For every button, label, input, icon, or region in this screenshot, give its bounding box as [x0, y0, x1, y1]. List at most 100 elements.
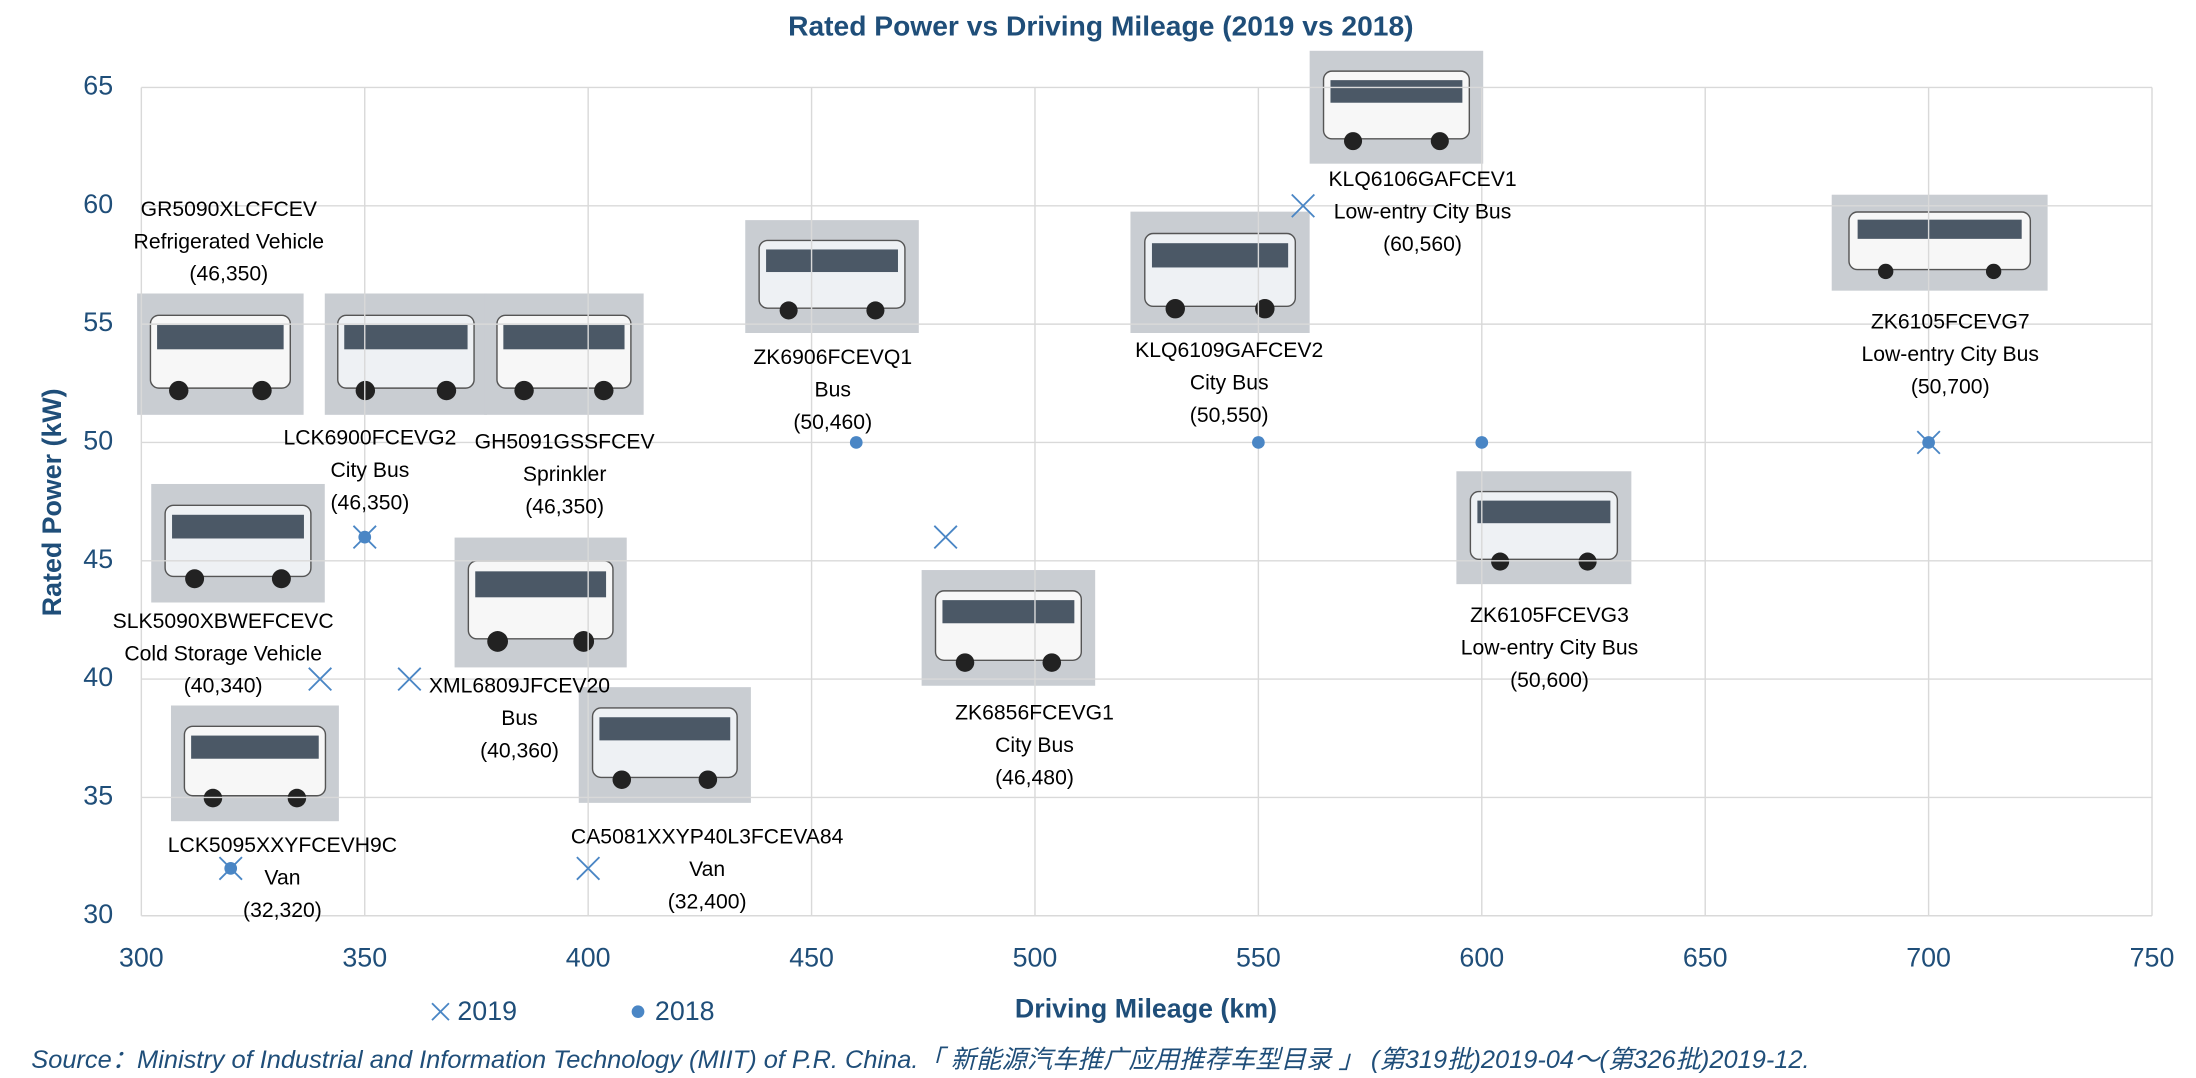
- x-tick-label: 650: [1683, 943, 1728, 973]
- annotation: Van: [689, 858, 725, 881]
- annotation: (46,350): [189, 263, 268, 286]
- annotation: ZK6856FCEVG1: [955, 702, 1114, 725]
- annotation: KLQ6109GAFCEV2: [1135, 339, 1323, 362]
- marker-x: [308, 667, 333, 692]
- wheel: [1042, 653, 1062, 672]
- vehicle-window: [599, 717, 731, 741]
- annotation: ZK6906FCEVQ1: [753, 346, 912, 369]
- vehicle-window: [1857, 219, 2022, 239]
- marker-x: [1291, 193, 1316, 218]
- annotation: Low-entry City Bus: [1861, 343, 2039, 366]
- marker-dot: [1475, 436, 1489, 449]
- vehicle-window: [157, 325, 284, 350]
- vehicle-window: [475, 571, 607, 598]
- marker-dot: [849, 436, 863, 449]
- annotation: (46,480): [995, 766, 1074, 789]
- wheel: [866, 301, 885, 320]
- vehicle-window: [1477, 500, 1611, 524]
- vehicle-window: [1330, 80, 1463, 103]
- annotation: ZK6105FCEVG3: [1470, 604, 1629, 627]
- vehicle-window: [344, 325, 468, 350]
- annotation: XML6809JFCEV20: [429, 675, 610, 698]
- x-tick-label: 600: [1459, 943, 1504, 973]
- marker-x: [397, 667, 422, 692]
- vehicle-window: [766, 249, 898, 273]
- marker-dot: [224, 862, 238, 875]
- vehicle-window: [942, 600, 1075, 624]
- y-tick-label: 40: [83, 662, 113, 692]
- annotation: (60,560): [1383, 233, 1462, 256]
- wheel: [1878, 263, 1894, 280]
- wheel: [514, 380, 534, 401]
- annotation: (46,350): [525, 496, 604, 519]
- wheel: [1165, 299, 1185, 319]
- y-tick-label: 65: [83, 71, 113, 101]
- wheel: [594, 380, 614, 401]
- vehicle-window: [191, 735, 319, 759]
- annotation: LCK5095XXYFCEVH9C: [168, 834, 397, 857]
- legend-label: 2018: [655, 996, 715, 1026]
- wheel: [573, 631, 595, 652]
- x-tick-label: 300: [119, 943, 164, 973]
- x-tick-label: 400: [566, 943, 611, 973]
- wheel: [1430, 132, 1449, 151]
- wheel: [612, 770, 632, 789]
- annotation: KLQ6106GAFCEV1: [1328, 168, 1516, 191]
- wheel: [169, 380, 189, 401]
- wheel: [252, 380, 272, 401]
- x-tick-label: 450: [789, 943, 834, 973]
- marker-dot: [1252, 436, 1265, 449]
- y-tick-label: 35: [83, 780, 113, 810]
- annotation: (50,460): [793, 411, 872, 434]
- annotation: SLK5090XBWEFCEVC: [113, 610, 334, 633]
- annotation: ZK6105FCEVG7: [1871, 311, 2030, 334]
- marker-x: [933, 525, 958, 550]
- x-axis-label: Driving Mileage (km): [1015, 993, 1277, 1023]
- y-tick-label: 60: [83, 189, 113, 219]
- y-tick-label: 30: [83, 899, 113, 929]
- wheel: [185, 569, 205, 589]
- vehicle-window: [503, 325, 625, 350]
- legend-marker: [431, 1002, 450, 1021]
- y-tick-label: 55: [83, 307, 113, 337]
- annotation: City Bus: [995, 734, 1074, 757]
- legend-marker: [631, 1005, 645, 1019]
- wheel: [955, 653, 975, 672]
- annotation: (50,600): [1510, 669, 1589, 692]
- y-tick-label: 50: [83, 426, 113, 456]
- annotation: Refrigerated Vehicle: [134, 230, 325, 253]
- annotation: (32,400): [668, 891, 747, 914]
- annotation: Bus: [501, 707, 537, 730]
- annotation: Van: [264, 867, 300, 890]
- x-tick-label: 700: [1906, 943, 1951, 973]
- legend-label: 2019: [457, 996, 517, 1026]
- annotation: (50,700): [1911, 376, 1990, 399]
- annotation: Low-entry City Bus: [1334, 201, 1512, 224]
- annotation: (46,350): [331, 491, 410, 514]
- wheel: [271, 569, 291, 589]
- annotation: CA5081XXYP40L3FCEVA84: [571, 826, 844, 849]
- x-tick-label: 500: [1013, 943, 1058, 973]
- annotation: City Bus: [1190, 371, 1269, 394]
- y-tick-label: 45: [83, 544, 113, 574]
- y-axis-label: Rated Power (kW): [37, 388, 67, 616]
- wheel: [436, 380, 457, 401]
- x-tick-label: 750: [2130, 943, 2175, 973]
- annotation: Low-entry City Bus: [1461, 637, 1639, 660]
- annotation: City Bus: [331, 459, 410, 482]
- wheel: [1578, 552, 1597, 571]
- annotation: (50,550): [1190, 404, 1269, 427]
- annotation: GR5090XLCFCEV: [141, 198, 318, 221]
- marker-x: [576, 856, 601, 881]
- chart-title: Rated Power vs Driving Mileage (2019 vs …: [788, 10, 1413, 42]
- x-tick-label: 550: [1236, 943, 1281, 973]
- marker-dot: [1922, 436, 1935, 449]
- annotation: (40,340): [184, 675, 263, 698]
- annotation: GH5091GSSFCEV: [475, 431, 656, 454]
- source-note: Source：Ministry of Industrial and Inform…: [31, 1046, 1809, 1074]
- wheel: [1255, 299, 1275, 319]
- annotation: Bus: [814, 378, 850, 401]
- annotation: Sprinkler: [523, 463, 606, 486]
- vehicle-photos: [137, 50, 2048, 822]
